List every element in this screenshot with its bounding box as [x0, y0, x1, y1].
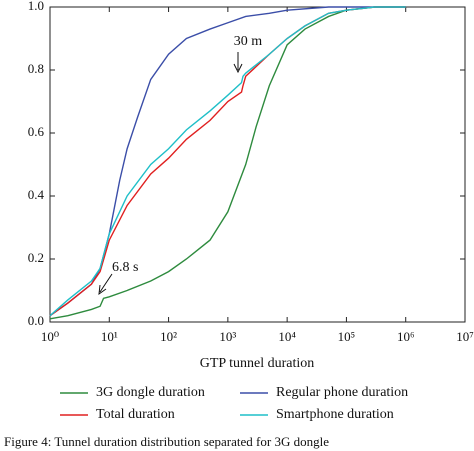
annotation-arrow [98, 273, 113, 296]
series-line [49, 6, 406, 317]
series-line [49, 6, 406, 317]
annotation: 6.8 s [112, 260, 138, 275]
y-tick-label: 0.4 [28, 187, 45, 202]
series-line [49, 6, 406, 320]
series-line [49, 6, 406, 317]
y-tick-label: 0.0 [28, 313, 44, 328]
x-axis-label: GTP tunnel duration [200, 356, 315, 371]
x-tick-label: 10⁴ [278, 329, 296, 344]
legend-label: 3G dongle duration [96, 385, 205, 400]
y-tick-label: 0.6 [28, 124, 45, 139]
y-tick-label: 0.2 [28, 250, 44, 265]
legend-label: Regular phone duration [276, 385, 408, 400]
x-tick-label: 10² [160, 329, 177, 344]
x-tick-label: 10⁶ [397, 329, 415, 344]
y-tick-label: 0.8 [28, 61, 44, 76]
annotation-arrow [233, 52, 243, 74]
caption: Figure 4: Tunnel duration distribution s… [4, 434, 329, 449]
x-tick-label: 10⁷ [456, 329, 474, 344]
x-tick-label: 10³ [219, 329, 236, 344]
annotation: 30 m [234, 34, 263, 49]
x-tick-label: 10¹ [101, 329, 118, 344]
x-tick-label: 10⁵ [338, 329, 356, 344]
y-tick-label: 1.0 [28, 0, 44, 13]
legend-label: Total duration [96, 407, 175, 422]
plot-frame [49, 6, 466, 323]
x-tick-label: 10⁰ [41, 329, 59, 344]
legend-label: Smartphone duration [276, 407, 394, 422]
